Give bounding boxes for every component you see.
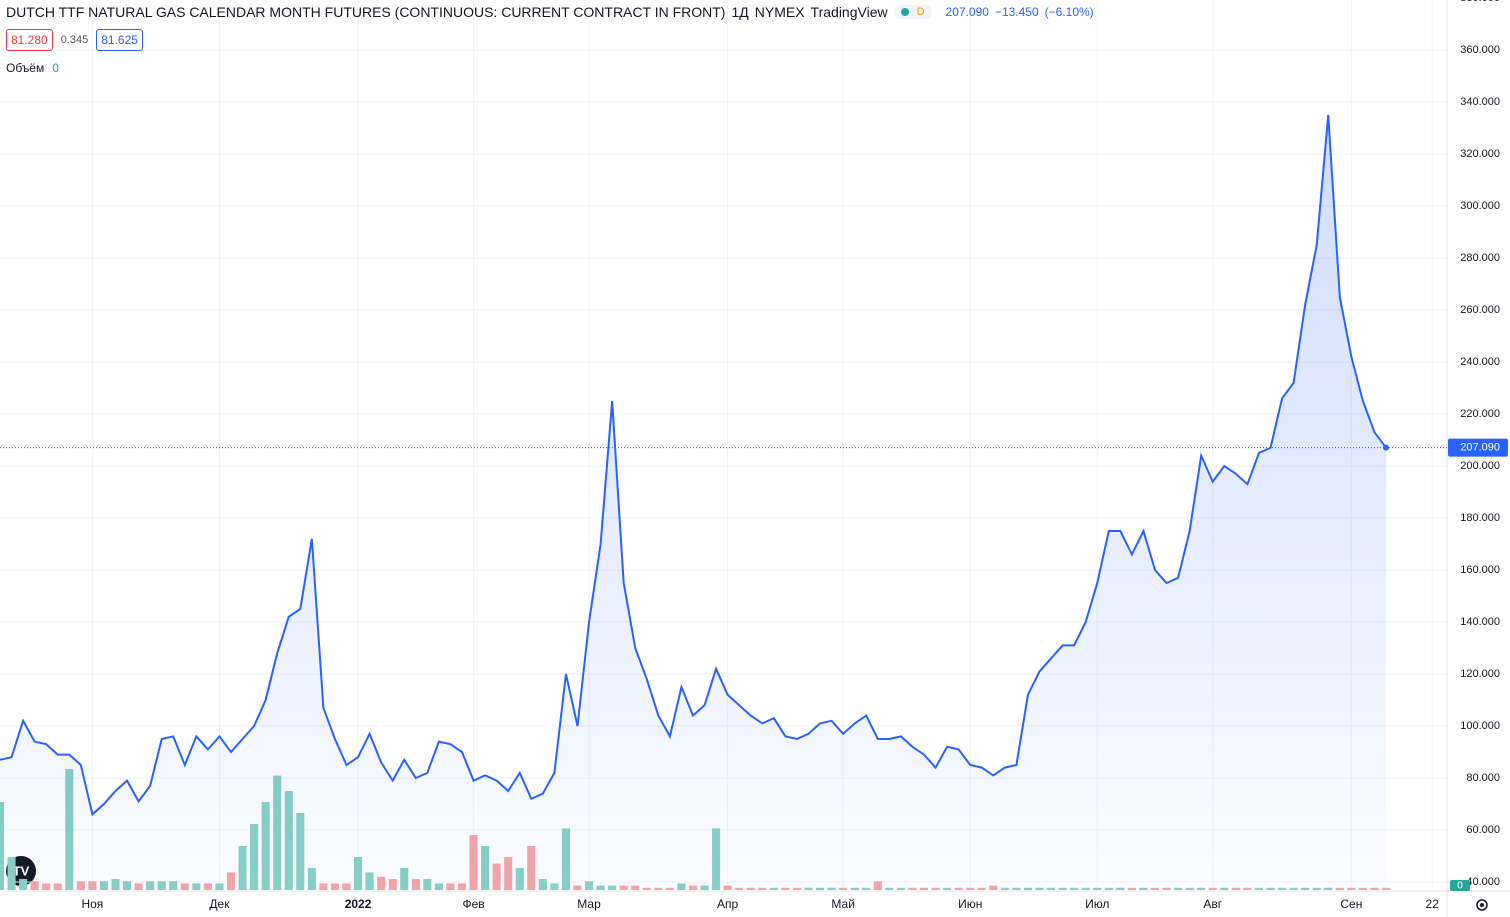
x-tick-label: Авг (1203, 897, 1222, 911)
y-tick-label: 380.000 (1460, 0, 1500, 4)
volume-axis-label: 0 (1457, 881, 1463, 892)
x-tick-label: 22 (1426, 897, 1440, 911)
y-tick-label: 200.000 (1460, 460, 1500, 472)
exchange: NYMEX (754, 4, 805, 20)
y-tick-label: 260.000 (1460, 304, 1500, 316)
source: TradingView (810, 4, 888, 20)
x-tick-label: Ноя (81, 897, 103, 911)
y-tick-label: 60.000 (1466, 824, 1500, 836)
y-tick-label: 360.000 (1460, 44, 1500, 56)
x-tick-label: 2022 (345, 897, 372, 911)
last-price-box (1448, 438, 1508, 457)
interval: 1Д (731, 4, 749, 20)
x-tick-label: Май (831, 897, 855, 911)
volume-axis-box (1450, 880, 1470, 891)
change: −13.450 (994, 5, 1039, 19)
price-line (0, 114, 1387, 817)
last-price-label: 207.090 (1460, 441, 1500, 453)
x-tick-label: Мар (577, 897, 601, 911)
x-tick-label: Фев (462, 897, 484, 911)
volume-legend: Объём 0 (6, 61, 59, 75)
status: D (893, 5, 932, 19)
header: DUTCH TTF NATURAL GAS CALENDAR MONTH FUT… (6, 4, 1094, 20)
volume-title: Объём (6, 61, 45, 75)
symbol-title: DUTCH TTF NATURAL GAS CALENDAR MONTH FUT… (6, 4, 726, 20)
x-tick-label: Дек (209, 897, 230, 911)
spread: 0.345 (60, 34, 89, 46)
y-tick-label: 340.000 (1460, 96, 1500, 108)
x-tick-label: Июн (958, 897, 982, 911)
price (0, 114, 1447, 890)
y-tick-label: 120.000 (1460, 668, 1500, 680)
x-tick-label: Сен (1340, 897, 1362, 911)
price: 207.090 (945, 5, 989, 19)
change-pct: (−6.10%) (1044, 5, 1094, 19)
last-point (1383, 444, 1389, 451)
y-tick-label: 40.000 (1466, 876, 1500, 888)
badge: D (916, 6, 925, 18)
y-tick-label: 100.000 (1460, 720, 1500, 732)
y-tick-label: 320.000 (1460, 148, 1500, 160)
x-tick-label: Июл (1085, 897, 1109, 911)
y-tick-label: 80.000 (1466, 772, 1500, 784)
bid[interactable]: 81.280 (6, 29, 53, 51)
y-tick-label: 160.000 (1460, 564, 1500, 576)
settings-icon[interactable] (1476, 899, 1488, 911)
axes: 40.000 60.000 80.000 100.000 120.000 140.000 1… (81, 0, 1508, 911)
y-tick-label: 240.000 (1460, 356, 1500, 368)
y-tick-label: 180.000 (1460, 512, 1500, 524)
quote-row: 81.280 0.345 81.625 (6, 29, 143, 51)
ask[interactable]: 81.625 (96, 29, 143, 51)
price-area (0, 115, 1386, 890)
y-tick-label: 220.000 (1460, 408, 1500, 420)
x-tick-label: Апр (717, 897, 739, 911)
y-tick-label: 140.000 (1460, 616, 1500, 628)
y-tick-label: 300.000 (1460, 200, 1500, 212)
y-tick-label: 280.000 (1460, 252, 1500, 264)
volume-value: 0 (52, 61, 59, 75)
